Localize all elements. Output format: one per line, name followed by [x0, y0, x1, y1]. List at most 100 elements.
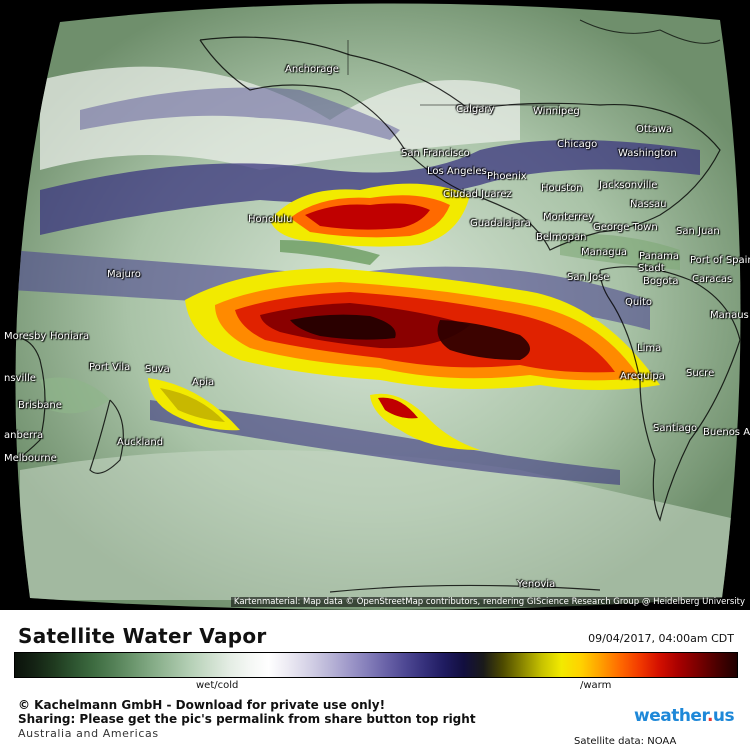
city-label: Managua	[581, 247, 627, 258]
city-label: Quito	[625, 297, 652, 308]
city-name: Moresby	[4, 331, 47, 342]
city-name: Ciudad Juarez	[443, 189, 512, 200]
city-name: Guadalajara	[470, 218, 531, 229]
city-label: Port of Spain	[690, 255, 750, 266]
city-name: Monterrey	[543, 212, 595, 223]
city-label: Honolulu	[248, 214, 292, 225]
city-name: Jacksonville	[599, 180, 658, 191]
region-label: Australia and Americas	[18, 727, 159, 740]
legend-panel: Satellite Water Vapor 09/04/2017, 04:00a…	[0, 610, 750, 750]
city-label: Auckland	[117, 437, 163, 448]
city-label: Belmopan	[536, 232, 586, 243]
city-name: Honolulu	[248, 214, 293, 225]
city-label: San Francisco	[401, 148, 470, 159]
city-name: Sucre	[686, 368, 715, 379]
satellite-source: Satellite data: NOAA	[574, 736, 677, 747]
city-name: Ottawa	[636, 124, 673, 135]
city-label: Houston	[541, 183, 583, 194]
city-label: anberra	[4, 430, 43, 441]
city-name: Honiara	[50, 331, 90, 342]
city-label: Jacksonville	[599, 180, 657, 191]
logo-text: weather	[634, 706, 707, 726]
logo-dot: .	[706, 706, 713, 726]
city-label: Nassau	[630, 199, 667, 210]
city-name: Caracas	[692, 274, 733, 285]
city-label: Bogota	[643, 276, 679, 287]
city-name: Phoenix	[487, 171, 527, 182]
city-name: Washington	[618, 148, 677, 159]
city-label: Santiago	[653, 423, 697, 434]
city-label: Phoenix	[487, 171, 527, 182]
city-label: Melbourne	[4, 453, 57, 464]
city-name: Brisbane	[18, 400, 62, 411]
city-label: Los Angeles	[427, 166, 487, 177]
city-name: Los Angeles	[427, 166, 487, 177]
logo-suffix: us	[712, 706, 735, 726]
weather-us-logo[interactable]: weather.us	[634, 706, 735, 726]
city-name: Calgary	[456, 104, 495, 115]
city-name: Stadt	[638, 263, 665, 274]
city-name: Port of Spain	[690, 255, 750, 266]
city-name: anberra	[4, 430, 44, 441]
scale-label-wet-cold: wet/cold	[196, 680, 239, 691]
city-name: Santiago	[653, 423, 698, 434]
city-name: Buenos A	[703, 427, 750, 438]
city-label: Sucre	[686, 368, 714, 379]
city-name: Belmopan	[536, 232, 587, 243]
city-name: Bogota	[643, 276, 679, 287]
city-name: Melbourne	[4, 453, 57, 464]
city-name: Auckland	[117, 437, 164, 448]
city-label: Apia	[192, 377, 214, 388]
city-label: Brisbane	[18, 400, 62, 411]
city-name: Lima	[637, 343, 662, 354]
city-label: Stadt	[638, 263, 665, 274]
city-name: Port Vila	[89, 362, 131, 373]
city-label: Anchorage	[285, 64, 339, 75]
city-name: Nassau	[630, 199, 667, 210]
city-label: Port Vila	[89, 362, 130, 373]
city-name: San Jose	[567, 272, 610, 283]
copyright-notice: © Kachelmann GmbH - Download for private…	[18, 698, 386, 712]
city-name: Manaus	[710, 310, 749, 321]
city-label: Buenos A	[703, 427, 750, 438]
timestamp: 09/04/2017, 04:00am CDT	[588, 632, 734, 645]
city-name: San Francisco	[401, 148, 470, 159]
city-name: San Juan	[676, 226, 720, 237]
map-title: Satellite Water Vapor	[18, 624, 267, 648]
city-name: Arequipa	[620, 371, 665, 382]
city-name: Yenovia	[517, 579, 556, 590]
city-label: Majuro	[107, 269, 141, 280]
city-label: San Juan	[676, 226, 720, 237]
city-label: nsville	[4, 373, 36, 384]
city-label: Suva	[145, 364, 170, 375]
city-name: Anchorage	[285, 64, 339, 75]
city-label: Yenovia	[517, 579, 555, 590]
city-name: Winnipeg	[533, 106, 580, 117]
city-label: Honiara	[50, 331, 89, 342]
city-name: Majuro	[107, 269, 141, 280]
city-name: Suva	[145, 364, 170, 375]
city-name: Apia	[192, 377, 215, 388]
city-name: Quito	[625, 297, 653, 308]
city-name: nsville	[4, 373, 36, 384]
city-label: Ottawa	[636, 124, 672, 135]
color-scale-bar	[14, 652, 738, 678]
city-name: George Town	[593, 222, 658, 233]
city-label: Moresby	[4, 331, 46, 342]
city-label: Ciudad Juarez	[443, 189, 512, 200]
city-label: San Jose	[567, 272, 609, 283]
city-label: Lima	[637, 343, 661, 354]
water-vapor-image	[15, 3, 741, 610]
map-attribution: Kartenmaterial: Map data © OpenStreetMap…	[230, 597, 748, 607]
city-name: Panama	[639, 251, 680, 262]
city-label: Caracas	[692, 274, 732, 285]
scale-label-warm: /warm	[580, 680, 612, 691]
satellite-map: Anchorage Calgary Winnipeg Ottawa Chicago San…	[0, 0, 750, 610]
city-label: Calgary	[456, 104, 494, 115]
city-name: Chicago	[557, 139, 598, 150]
city-label: Manaus	[710, 310, 749, 321]
city-label: George Town	[593, 222, 658, 233]
city-name: Managua	[581, 247, 628, 258]
city-label: Washington	[618, 148, 677, 159]
city-label: Monterrey	[543, 212, 594, 223]
